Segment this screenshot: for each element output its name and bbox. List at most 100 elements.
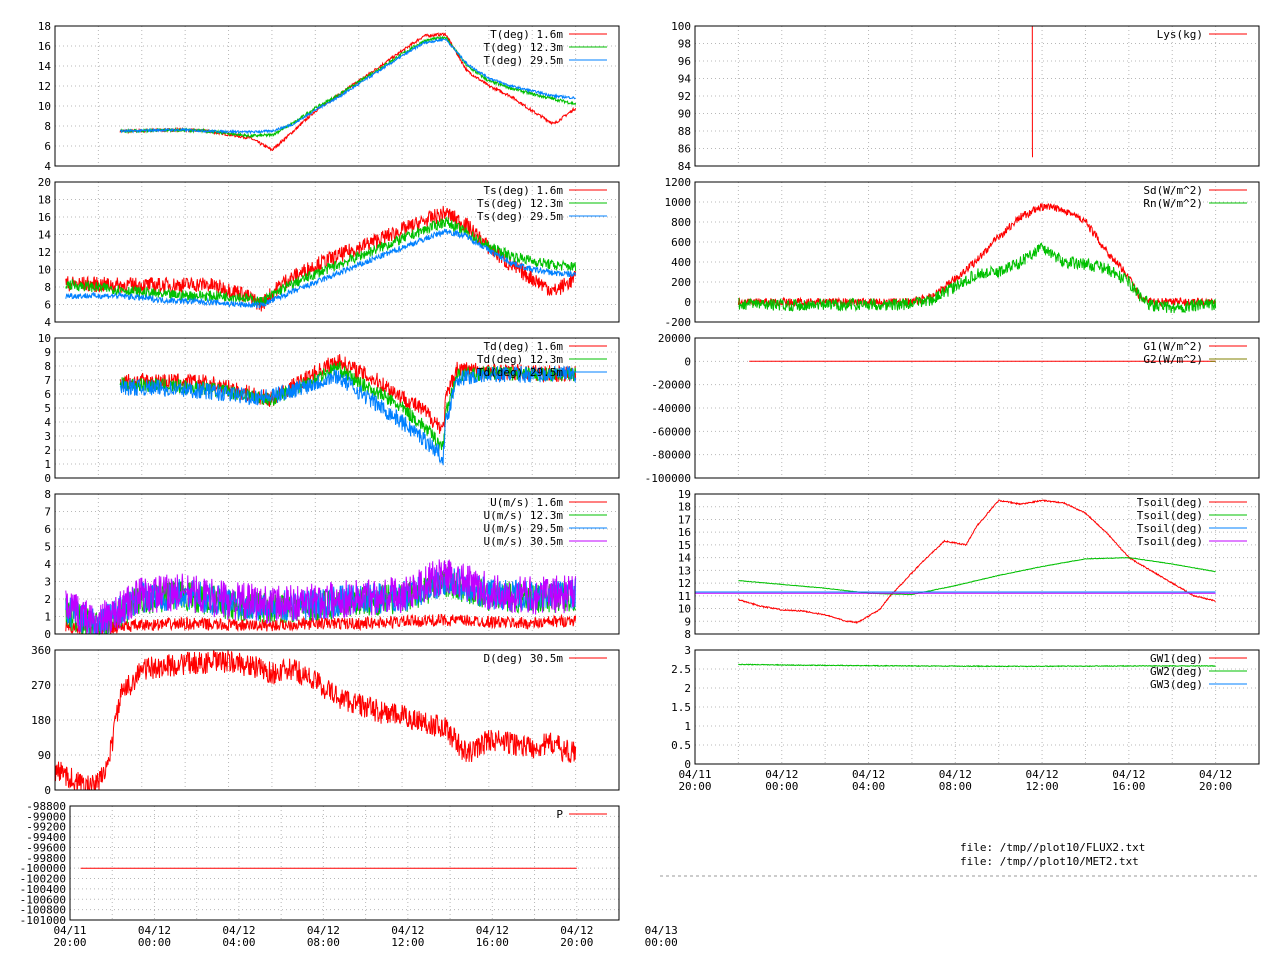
legend-label: P bbox=[556, 808, 563, 821]
y-tick-label: 5 bbox=[44, 541, 51, 554]
y-tick-label: 20000 bbox=[658, 332, 691, 345]
x-tick-label: 04/12 00:00 bbox=[138, 924, 171, 949]
y-tick-label: 3 bbox=[44, 576, 51, 589]
y-tick-label: 0 bbox=[684, 758, 691, 771]
panel-tsoil: 8910111213141516171819Tsoil(deg)Tsoil(de… bbox=[678, 488, 1260, 641]
y-tick-label: 2 bbox=[44, 444, 51, 457]
series-line-td-1 bbox=[119, 361, 577, 451]
y-tick-label: -100000 bbox=[20, 862, 66, 875]
y-tick-label: 8 bbox=[684, 628, 691, 641]
y-tick-label: 4 bbox=[44, 160, 51, 173]
y-tick-label: 20 bbox=[38, 176, 51, 189]
series-line-tsoil-0 bbox=[737, 498, 1216, 625]
y-tick-label: 15 bbox=[678, 539, 691, 552]
legend-label: Tsoil(deg) bbox=[1137, 535, 1203, 548]
x-tick-label: 04/12 20:00 bbox=[560, 924, 593, 949]
legend-label: Sd(W/m^2) bbox=[1143, 184, 1203, 197]
y-tick-label: 0.5 bbox=[671, 739, 691, 752]
series-line-d-0 bbox=[54, 650, 577, 791]
legend-label: Tsoil(deg) bbox=[1137, 509, 1203, 522]
y-tick-label: -20000 bbox=[651, 379, 691, 392]
y-tick-label: 6 bbox=[44, 140, 51, 153]
y-tick-label: 90 bbox=[678, 108, 691, 121]
y-tick-label: -100200 bbox=[20, 873, 66, 886]
series-line-t-2 bbox=[119, 36, 576, 135]
plot-frame bbox=[694, 181, 1260, 323]
y-tick-label: -99400 bbox=[26, 831, 66, 844]
y-tick-label: 12 bbox=[38, 246, 51, 259]
y-tick-label: 6 bbox=[44, 388, 51, 401]
panel-g: -100000 -80000 -60000 -40000 -20000 0 20000 G1(… bbox=[645, 332, 1260, 485]
series-line-td-2 bbox=[119, 366, 577, 466]
legend-label: U(m/s) 30.5m bbox=[484, 535, 564, 548]
x-tick-label: 04/12 16:00 bbox=[476, 924, 509, 949]
y-tick-label: -101000 bbox=[20, 914, 66, 927]
series-line-sd-1 bbox=[738, 242, 1217, 314]
legend-label: GW1(deg) bbox=[1150, 652, 1203, 665]
y-tick-label: 12 bbox=[678, 577, 691, 590]
legend-label: Ts(deg) 29.5m bbox=[477, 210, 563, 223]
y-tick-label: 0 bbox=[44, 472, 51, 485]
panel-sd: -200 0 200 400 600 800 1000 1200 Sd(W/m^2)Rn(W/m… bbox=[665, 176, 1260, 329]
y-tick-label: 200 bbox=[671, 276, 691, 289]
legend-label: Ts(deg) 1.6m bbox=[484, 184, 564, 197]
legend-label: T(deg) 1.6m bbox=[490, 28, 563, 41]
legend-label: U(m/s) 29.5m bbox=[484, 522, 564, 535]
x-tick-label: 04/12 12:00 bbox=[391, 924, 424, 949]
y-tick-label: 7 bbox=[44, 374, 51, 387]
x-tick-label: 04/11 20:00 bbox=[678, 768, 711, 793]
y-tick-label: 18 bbox=[38, 20, 51, 33]
legend-label: U(m/s) 12.3m bbox=[484, 509, 564, 522]
y-tick-label: 3 bbox=[44, 430, 51, 443]
y-tick-label: 8 bbox=[44, 281, 51, 294]
plot-frame bbox=[54, 25, 620, 167]
y-tick-label: 7 bbox=[44, 506, 51, 519]
plot-frame bbox=[54, 181, 620, 323]
y-tick-label: -99800 bbox=[26, 852, 66, 865]
series-line-ts-2 bbox=[65, 228, 577, 309]
y-tick-label: 94 bbox=[678, 73, 692, 86]
y-tick-label: 0 bbox=[684, 355, 691, 368]
legend-label: Td(deg) 1.6m bbox=[484, 340, 564, 353]
y-tick-label: -200 bbox=[665, 316, 692, 329]
plot-frame bbox=[694, 649, 1260, 765]
y-tick-label: 10 bbox=[38, 264, 51, 277]
series-line-ts-1 bbox=[65, 216, 577, 307]
y-tick-label: 2.5 bbox=[671, 663, 691, 676]
legend-label: Td(deg) 29.5m bbox=[477, 366, 563, 379]
y-tick-label: 86 bbox=[678, 143, 691, 156]
y-tick-label: 0 bbox=[44, 628, 51, 641]
y-tick-label: 14 bbox=[678, 552, 692, 565]
y-tick-label: 1000 bbox=[665, 196, 692, 209]
y-tick-label: 84 bbox=[678, 160, 692, 173]
plot-frame bbox=[54, 337, 620, 479]
legend-label: Lys(kg) bbox=[1157, 28, 1203, 41]
series-line-u-0 bbox=[65, 613, 577, 635]
y-tick-label: 92 bbox=[678, 90, 691, 103]
panel-p: -101000-100800-100600-100400-100200-1000… bbox=[20, 800, 678, 949]
plot-frame bbox=[69, 805, 620, 921]
y-tick-label: 16 bbox=[38, 40, 51, 53]
y-tick-label: 4 bbox=[44, 558, 51, 571]
y-tick-label: 17 bbox=[678, 513, 691, 526]
y-tick-label: 2 bbox=[44, 593, 51, 606]
x-tick-label: 04/12 20:00 bbox=[1199, 768, 1232, 793]
legend-label: Tsoil(deg) bbox=[1137, 496, 1203, 509]
y-tick-label: 19 bbox=[678, 488, 691, 501]
y-tick-label: 2 bbox=[684, 682, 691, 695]
y-tick-label: 8 bbox=[44, 120, 51, 133]
y-tick-label: 5 bbox=[44, 402, 51, 415]
x-tick-label: 04/12 00:00 bbox=[765, 768, 798, 793]
legend-label: Ts(deg) 12.3m bbox=[477, 197, 563, 210]
plot-frame bbox=[694, 493, 1260, 635]
y-tick-label: 9 bbox=[44, 346, 51, 359]
y-tick-label: 10 bbox=[38, 332, 51, 345]
y-tick-label: 4 bbox=[44, 316, 51, 329]
x-tick-label: 04/12 16:00 bbox=[1112, 768, 1145, 793]
file-label-met: file: /tmp//plot10/MET2.txt bbox=[960, 855, 1139, 868]
y-tick-label: 90 bbox=[38, 749, 51, 762]
y-tick-label: 88 bbox=[678, 125, 691, 138]
